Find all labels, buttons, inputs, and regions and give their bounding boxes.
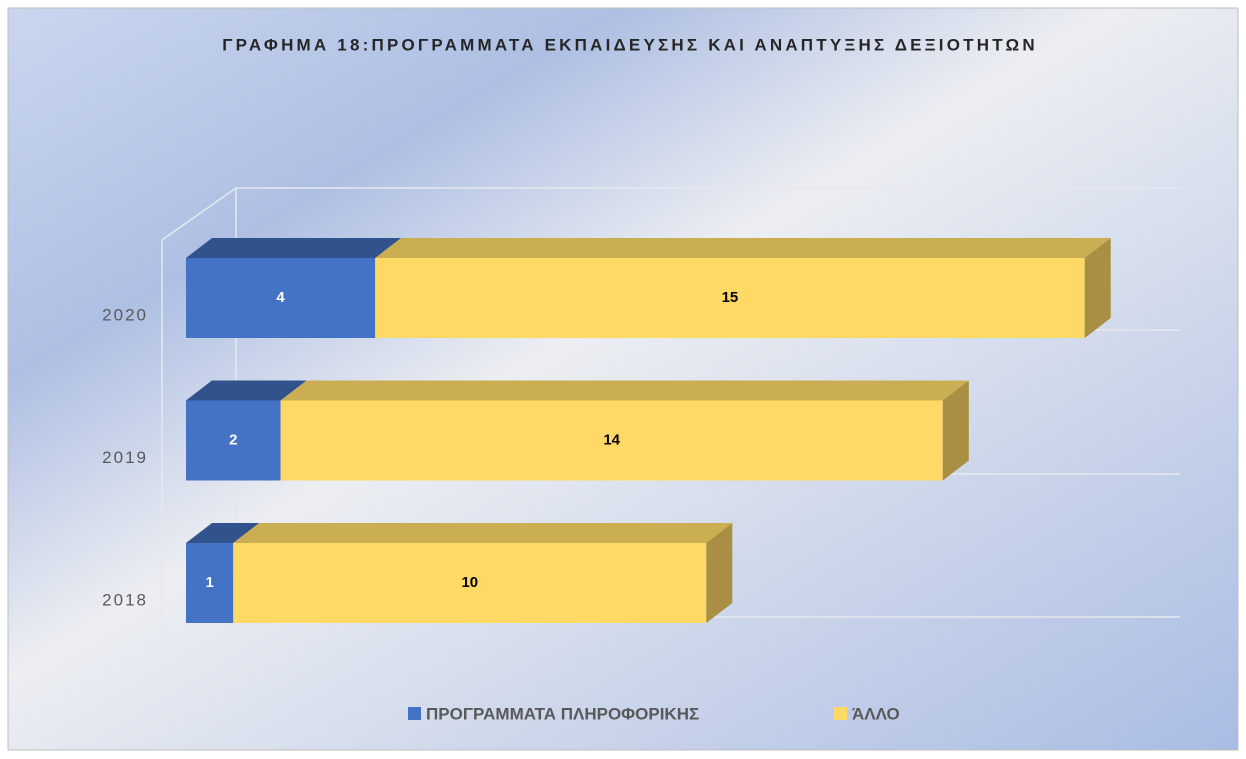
bar-top <box>186 380 307 401</box>
bar-side <box>706 523 733 623</box>
data-label: 1 <box>205 574 213 591</box>
data-label: 10 <box>461 574 478 591</box>
bar-top <box>280 380 969 401</box>
bar <box>280 400 943 481</box>
data-label: 2 <box>229 431 237 448</box>
bar-top <box>375 238 1111 258</box>
bar-side <box>942 380 969 481</box>
data-label: 4 <box>276 289 285 306</box>
bar-side <box>1084 238 1111 338</box>
bar <box>186 400 281 481</box>
legend-label: ΠΡΟΓΡΑΜΜΑΤΑ ΠΛΗΡΟΦΟΡΙΚΗΣ <box>426 704 699 723</box>
legend-swatch <box>408 707 421 720</box>
bar <box>186 543 234 623</box>
bar-top <box>186 238 402 258</box>
data-label: 14 <box>603 431 620 448</box>
bar <box>186 258 376 338</box>
bar-top <box>233 523 733 543</box>
chart-title: ΓΡΑΦΗΜΑ 18:ΠΡΟΓΡΑΜΜΑΤΑ ΕΚΠΑΙΔΕΥΣΗΣ ΚΑΙ Α… <box>222 35 1038 54</box>
data-label: 15 <box>722 289 739 306</box>
y-tick-label: 2020 <box>102 305 148 324</box>
legend-label: ΆΛΛΟ <box>852 704 900 723</box>
chart-background <box>7 7 1239 751</box>
bar <box>233 543 707 623</box>
y-tick-label: 2019 <box>102 448 148 467</box>
bar-top <box>186 523 260 543</box>
legend-swatch <box>834 707 847 720</box>
bar <box>375 258 1085 338</box>
y-tick-label: 2018 <box>102 590 148 609</box>
